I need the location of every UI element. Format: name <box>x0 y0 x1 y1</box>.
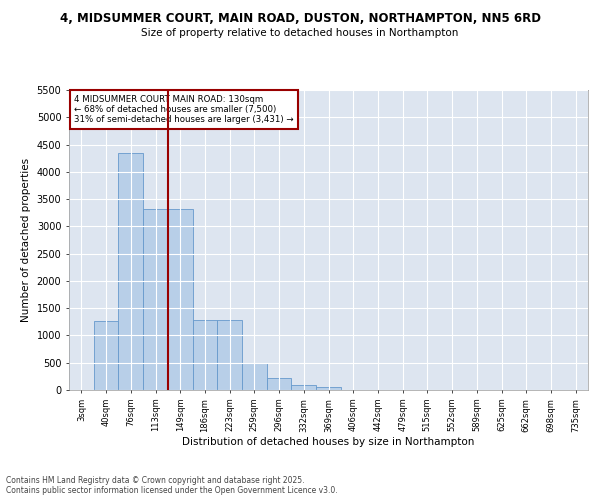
Text: 4 MIDSUMMER COURT MAIN ROAD: 130sqm
← 68% of detached houses are smaller (7,500): 4 MIDSUMMER COURT MAIN ROAD: 130sqm ← 68… <box>74 94 294 124</box>
X-axis label: Distribution of detached houses by size in Northampton: Distribution of detached houses by size … <box>182 437 475 447</box>
Bar <box>168 210 193 390</box>
Y-axis label: Number of detached properties: Number of detached properties <box>21 158 31 322</box>
Bar <box>242 364 267 390</box>
Bar <box>118 152 143 390</box>
Bar <box>292 385 316 390</box>
Bar <box>94 320 118 390</box>
Text: 4, MIDSUMMER COURT, MAIN ROAD, DUSTON, NORTHAMPTON, NN5 6RD: 4, MIDSUMMER COURT, MAIN ROAD, DUSTON, N… <box>59 12 541 26</box>
Bar <box>217 320 242 390</box>
Bar <box>316 386 341 390</box>
Bar <box>267 378 292 390</box>
Text: Size of property relative to detached houses in Northampton: Size of property relative to detached ho… <box>142 28 458 38</box>
Text: Contains HM Land Registry data © Crown copyright and database right 2025.
Contai: Contains HM Land Registry data © Crown c… <box>6 476 338 495</box>
Bar <box>193 320 217 390</box>
Bar <box>143 210 168 390</box>
